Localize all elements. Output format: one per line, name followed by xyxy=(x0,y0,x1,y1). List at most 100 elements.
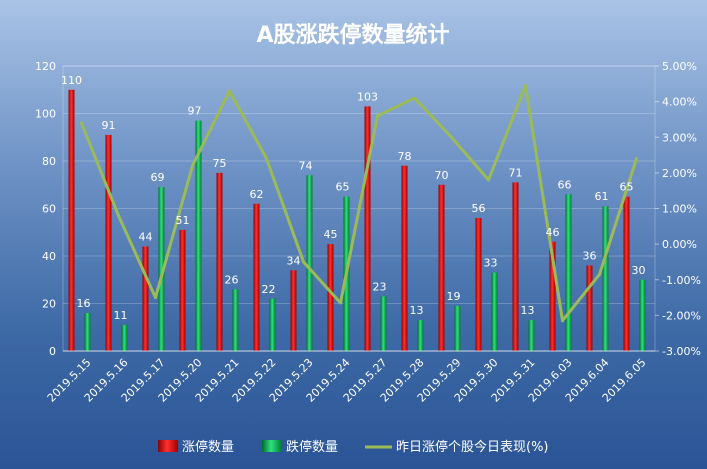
bar-跌停数量 xyxy=(195,120,202,351)
y-right-tick-label: 0.00% xyxy=(662,238,697,251)
line-point xyxy=(524,84,527,88)
bar-涨停数量 xyxy=(586,265,593,351)
y-left-tick-label: 80 xyxy=(42,155,56,168)
line-point xyxy=(191,164,194,168)
legend-swatch-涨停数量 xyxy=(158,440,178,452)
data-label-涨停数量: 36 xyxy=(583,250,597,263)
data-label-跌停数量: 11 xyxy=(114,309,128,322)
bar-跌停数量 xyxy=(121,324,128,351)
line-point xyxy=(117,214,120,218)
y-right-tick-label: -2.00% xyxy=(662,309,701,322)
bar-跌停数量 xyxy=(491,272,498,351)
y-left-tick-label: 120 xyxy=(35,60,56,73)
legend-label-涨停数量: 涨停数量 xyxy=(182,439,234,455)
bar-涨停数量 xyxy=(512,182,519,351)
y-left-tick-label: 20 xyxy=(42,298,56,311)
data-label-涨停数量: 46 xyxy=(546,226,560,239)
data-label-跌停数量: 19 xyxy=(447,290,461,303)
legend: 涨停数量 跌停数量 昨日涨停个股今日表现(%) xyxy=(158,439,549,455)
y-left-tick-label: 40 xyxy=(42,250,56,263)
bar-涨停数量 xyxy=(327,244,334,351)
line-point xyxy=(413,96,416,100)
line-point xyxy=(228,89,231,93)
data-label-跌停数量: 74 xyxy=(299,159,313,172)
bar-涨停数量 xyxy=(179,229,186,351)
data-label-涨停数量: 65 xyxy=(620,181,634,194)
line-point xyxy=(339,301,342,305)
bar-涨停数量 xyxy=(68,89,75,351)
line-昨日涨停个股今日表现 xyxy=(80,84,638,323)
line-point xyxy=(450,135,453,139)
data-label-跌停数量: 66 xyxy=(558,178,572,191)
line-layer xyxy=(80,84,638,323)
data-label-跌停数量: 26 xyxy=(225,273,239,286)
y-right-tick-label: 5.00% xyxy=(662,60,697,73)
bar-涨停数量 xyxy=(105,134,112,351)
data-label-涨停数量: 45 xyxy=(324,228,338,241)
bar-跌停数量 xyxy=(602,206,609,351)
y-left-tick-label: 0 xyxy=(49,345,56,358)
legend-label-昨日涨停个股今日表现: 昨日涨停个股今日表现(%) xyxy=(396,439,549,455)
data-label-涨停数量: 110 xyxy=(61,74,82,87)
chart-title: A股涨跌停数量统计 xyxy=(256,22,449,48)
bar-涨停数量 xyxy=(401,165,408,351)
bar-跌停数量 xyxy=(380,296,387,351)
data-label-跌停数量: 30 xyxy=(632,264,646,277)
bar-跌停数量 xyxy=(84,313,91,351)
y-left-tick-label: 60 xyxy=(42,203,56,216)
bar-涨停数量 xyxy=(142,246,149,351)
line-point xyxy=(154,296,157,300)
data-label-跌停数量: 69 xyxy=(151,171,165,184)
bar-涨停数量 xyxy=(364,106,371,351)
data-label-涨停数量: 62 xyxy=(250,188,264,201)
y-right-tick-label: -1.00% xyxy=(662,274,701,287)
bar-跌停数量 xyxy=(417,320,424,351)
data-label-跌停数量: 16 xyxy=(77,297,91,310)
bar-涨停数量 xyxy=(549,241,556,351)
bar-涨停数量 xyxy=(438,184,445,351)
line-point xyxy=(561,319,564,323)
data-label-跌停数量: 65 xyxy=(336,181,350,194)
data-label-跌停数量: 13 xyxy=(521,304,535,317)
data-label-涨停数量: 91 xyxy=(102,119,116,132)
line-point xyxy=(376,114,379,118)
bar-涨停数量 xyxy=(216,172,223,351)
y-right-tick-label: 4.00% xyxy=(662,96,697,109)
data-label-涨停数量: 51 xyxy=(176,214,190,227)
line-point xyxy=(635,157,638,161)
data-label-跌停数量: 23 xyxy=(373,280,387,293)
y-right-tick-label: 1.00% xyxy=(662,203,697,216)
bar-涨停数量 xyxy=(623,196,630,351)
bar-跌停数量 xyxy=(232,289,239,351)
y-left-tick-label: 100 xyxy=(35,108,56,121)
line-point xyxy=(487,178,490,182)
labels-layer: 110 91 44 51 75 62 34 45 103 78 70 56 71 46 36 65 16 11 69… xyxy=(61,74,646,322)
bar-跌停数量 xyxy=(565,194,572,351)
data-label-跌停数量: 33 xyxy=(484,257,498,270)
bar-跌停数量 xyxy=(158,187,165,351)
bar-跌停数量 xyxy=(528,320,535,351)
data-label-跌停数量: 22 xyxy=(262,283,276,296)
data-label-涨停数量: 78 xyxy=(398,150,412,163)
bar-跌停数量 xyxy=(639,279,646,351)
data-label-涨停数量: 103 xyxy=(357,90,378,103)
data-label-涨停数量: 56 xyxy=(472,202,486,215)
bar-涨停数量 xyxy=(475,218,482,351)
data-label-跌停数量: 97 xyxy=(188,105,202,118)
line-point xyxy=(80,121,83,125)
data-label-涨停数量: 44 xyxy=(139,231,153,244)
data-label-涨停数量: 34 xyxy=(287,254,301,267)
bar-跌停数量 xyxy=(269,298,276,351)
legend-swatch-跌停数量 xyxy=(262,440,282,452)
y-right-tick-label: -3.00% xyxy=(662,345,701,358)
bar-跌停数量 xyxy=(454,305,461,351)
line-point xyxy=(265,157,268,161)
data-label-涨停数量: 71 xyxy=(509,166,523,179)
bar-涨停数量 xyxy=(290,270,297,351)
y-right-tick-label: 2.00% xyxy=(662,167,697,180)
bar-涨停数量 xyxy=(253,203,260,351)
data-label-涨停数量: 70 xyxy=(435,169,449,182)
bar-跌停数量 xyxy=(306,175,313,351)
line-point xyxy=(302,260,305,264)
